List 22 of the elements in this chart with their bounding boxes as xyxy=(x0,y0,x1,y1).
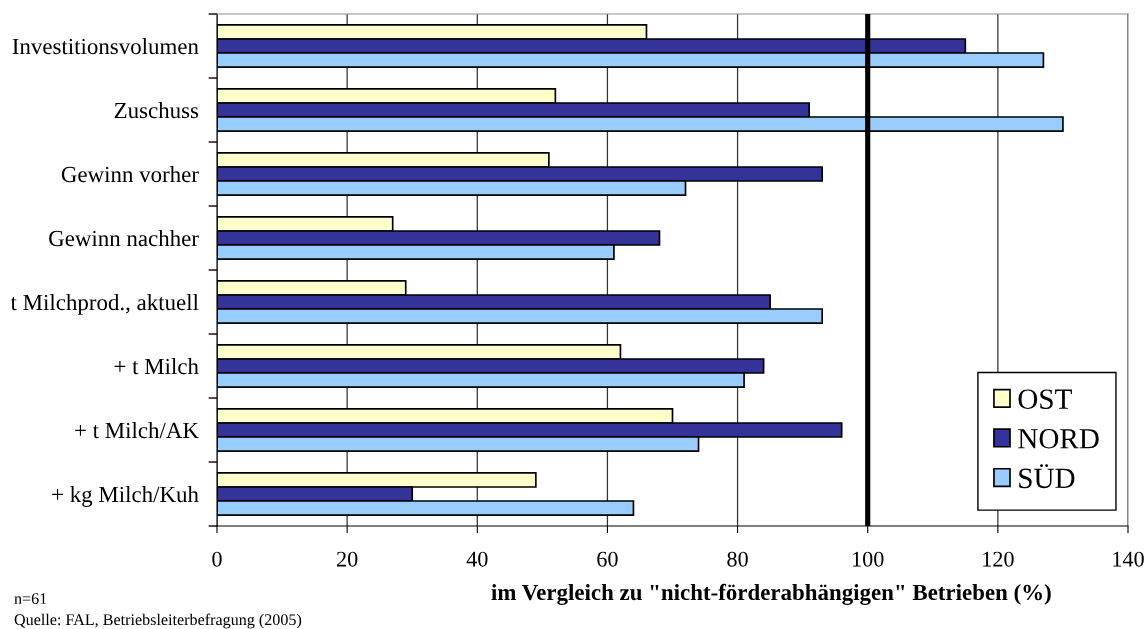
x-tick-label: 40 xyxy=(466,551,488,567)
x-tick-label: 120 xyxy=(983,551,1014,567)
x-tick-label: 100 xyxy=(853,551,884,567)
x-tick-label: 20 xyxy=(337,551,358,567)
legend-label: OST xyxy=(1018,389,1072,410)
source-note: Quelle: FAL, Betriebsleiterbefragung (2005) xyxy=(14,613,302,629)
legend-label: SÜD xyxy=(1019,464,1075,489)
text: n=61 xyxy=(14,593,47,605)
y-tick-label: t Milchprod., aktuell xyxy=(10,294,199,315)
y-tick-label: + kg Milch/Kuh xyxy=(52,486,199,507)
x-tick-label: 0 xyxy=(212,551,222,567)
x-tick-label: 80 xyxy=(727,551,748,567)
x-tick-label: 140 xyxy=(1113,551,1144,567)
y-tick-label: Gewinn vorher xyxy=(61,166,199,183)
x-tick-label: 60 xyxy=(597,551,618,567)
x-axis-title: im Vergleich zu "nicht-förderabhängigen" Betrieben (%) xyxy=(491,583,1051,605)
y-tick-label: Zuschuss xyxy=(114,102,199,119)
legend-label: NORD xyxy=(1018,428,1099,449)
y-tick-label: Gewinn nachher xyxy=(49,230,199,247)
y-tick-label: Investitionsvolumen xyxy=(12,38,199,55)
y-tick-label: + t Milch/AK xyxy=(75,422,199,439)
y-tick-label: + t Milch xyxy=(114,358,199,375)
